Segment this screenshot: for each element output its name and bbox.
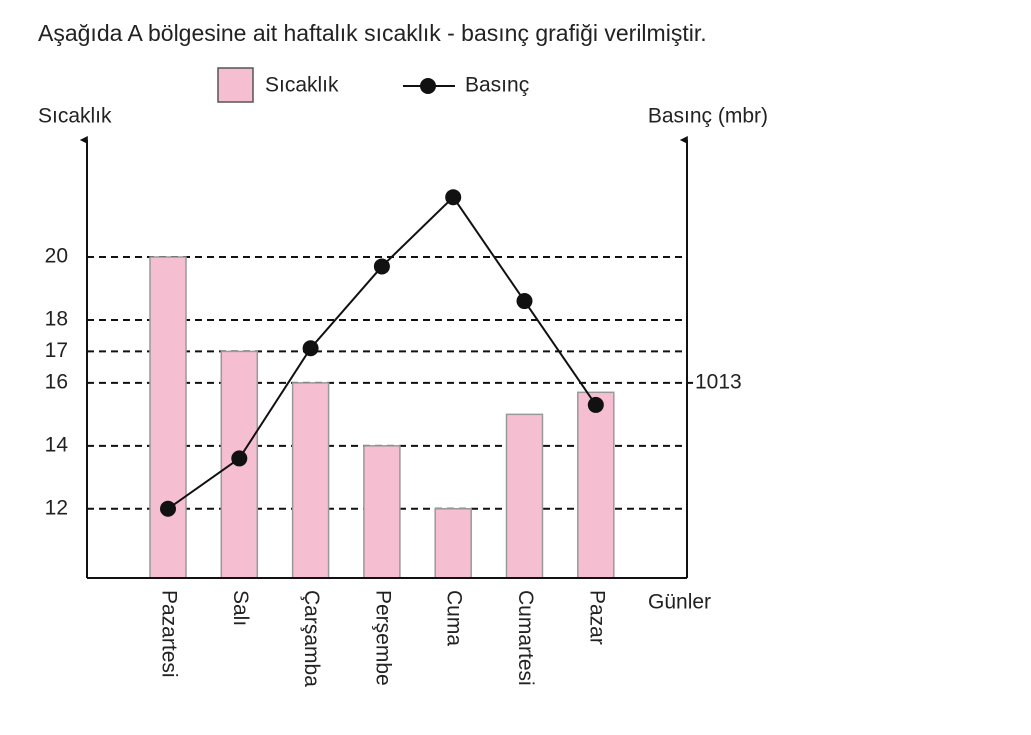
chart-title: Aşağıda A bölgesine ait haftalık sıcaklı…: [38, 20, 707, 46]
marks: [149, 189, 615, 579]
y-tick-label: 17: [45, 339, 68, 362]
x-axis-label: Günler: [648, 591, 711, 614]
point: [516, 293, 533, 310]
point: [373, 258, 390, 275]
x-tick-label: Pazar: [585, 590, 608, 645]
y-tick-label: 16: [45, 370, 68, 393]
point: [445, 189, 462, 206]
y-tick-label: 14: [45, 433, 69, 456]
y-tick-label: 12: [45, 496, 68, 519]
bar: [505, 413, 544, 579]
legend-label: Sıcaklık: [265, 74, 339, 97]
legend-point: [420, 78, 436, 94]
bar: [363, 445, 401, 579]
point: [587, 396, 604, 413]
point: [231, 450, 248, 467]
bar: [577, 391, 615, 579]
bar: [220, 350, 259, 579]
x-tick-label: Cumartesi: [514, 590, 537, 686]
x-tick-label: Pazartesi: [157, 590, 180, 678]
x-tick-label: Salı: [229, 590, 252, 626]
x-tick-label: Perşembe: [371, 590, 394, 686]
bar: [434, 508, 472, 579]
point: [160, 500, 176, 517]
y2-tick-label: 1013: [695, 370, 742, 393]
y-axis-label: Sıcaklık: [38, 105, 112, 128]
x-tick-label: Çarşamba: [300, 590, 323, 687]
y2-axis-label: Basınç (mbr): [648, 105, 768, 128]
legend-label: Basınç: [465, 74, 529, 97]
y-tick-label: 20: [45, 245, 68, 268]
bar: [149, 256, 187, 579]
legend-swatch: [217, 67, 254, 103]
legend: Sıcaklık Basınç: [217, 67, 529, 103]
bar: [291, 382, 330, 579]
point: [302, 340, 319, 357]
y-tick-label: 18: [45, 307, 68, 330]
x-tick-label: Cuma: [443, 590, 466, 646]
